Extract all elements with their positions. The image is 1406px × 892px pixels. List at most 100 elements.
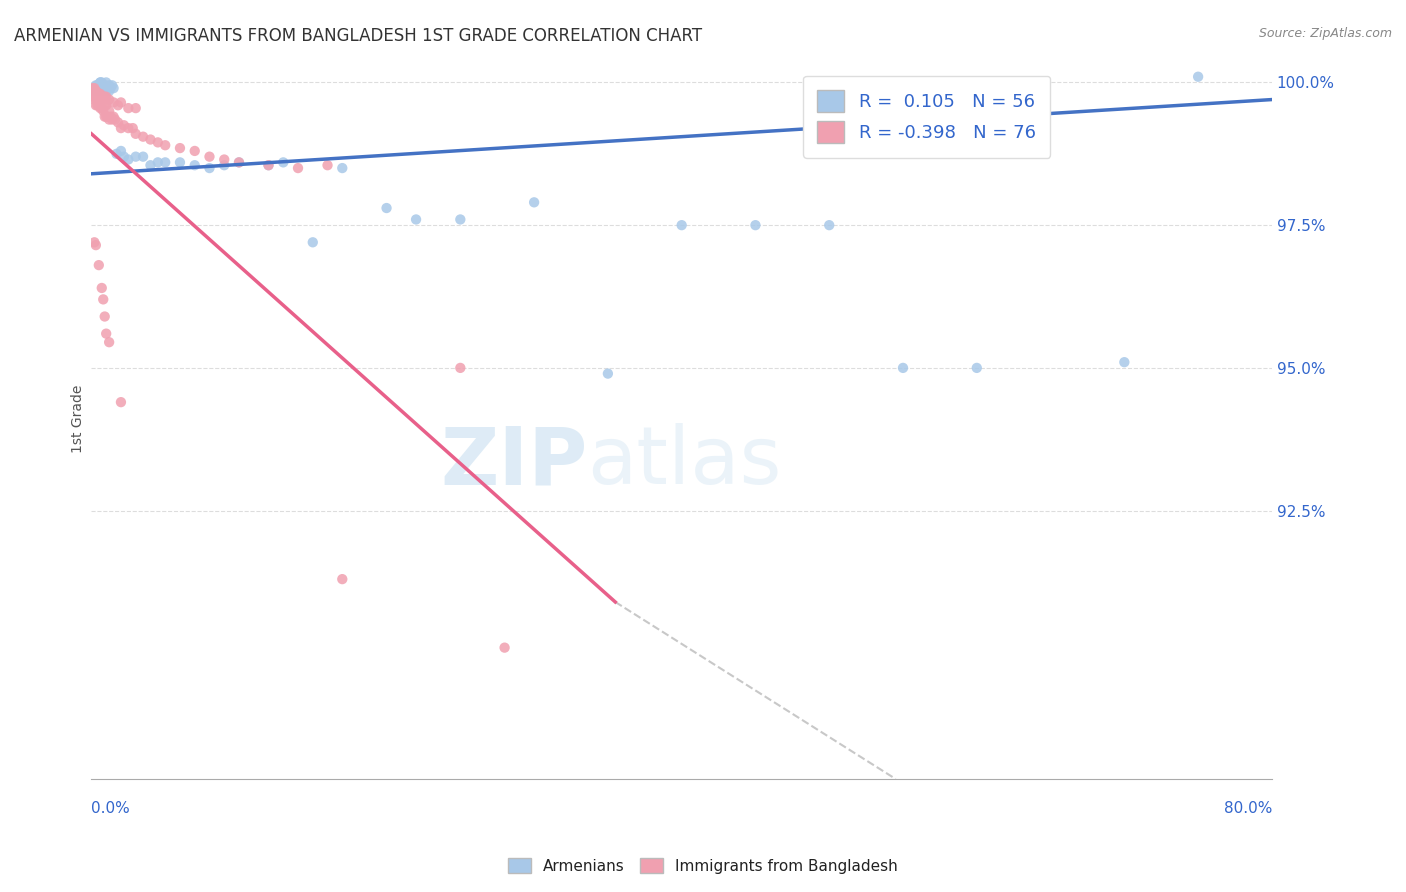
Point [110, 395, 132, 409]
Point [83, 81, 105, 95]
Point [139, 158, 162, 172]
Point [84, 238, 107, 252]
Point [139, 132, 162, 146]
Point [103, 95, 125, 110]
Point [87, 87, 110, 101]
Point [301, 235, 323, 250]
Point [98, 93, 121, 107]
Point [84, 84, 107, 98]
Legend: Armenians, Immigrants from Bangladesh: Armenians, Immigrants from Bangladesh [502, 852, 904, 880]
Point [86, 81, 108, 95]
Point [596, 367, 619, 381]
Point [117, 101, 139, 115]
Point [316, 158, 339, 172]
Point [89, 75, 111, 89]
Text: 0.0%: 0.0% [91, 800, 131, 815]
Point [96, 98, 118, 112]
Point [89, 101, 111, 115]
Point [100, 81, 122, 95]
Point [98, 84, 121, 98]
Point [98, 103, 121, 118]
Legend: R =  0.105   N = 56, R = -0.398   N = 76: R = 0.105 N = 56, R = -0.398 N = 76 [803, 76, 1050, 158]
Point [146, 155, 169, 169]
Point [86, 87, 108, 101]
Point [375, 201, 398, 215]
Point [91, 103, 114, 118]
Point [103, 81, 125, 95]
Point [87, 98, 110, 112]
Point [228, 155, 250, 169]
Point [112, 150, 135, 164]
Point [96, 89, 118, 103]
Point [257, 158, 280, 172]
Point [86, 87, 108, 101]
Point [449, 212, 471, 227]
Point [93, 89, 115, 103]
Point [117, 121, 139, 136]
Point [330, 161, 353, 175]
Point [212, 153, 235, 167]
Point [90, 81, 112, 95]
Point [132, 150, 155, 164]
Point [121, 121, 143, 136]
Point [110, 144, 132, 158]
Text: Source: ZipAtlas.com: Source: ZipAtlas.com [1258, 27, 1392, 40]
Point [93, 98, 115, 112]
Point [271, 155, 294, 169]
Point [169, 155, 191, 169]
Point [449, 360, 471, 375]
Point [91, 89, 114, 103]
Point [257, 158, 280, 172]
Point [90, 75, 112, 89]
Point [93, 78, 115, 93]
Point [91, 293, 114, 307]
Point [891, 360, 914, 375]
Point [91, 81, 114, 95]
Point [82, 81, 104, 95]
Point [90, 89, 112, 103]
Point [146, 136, 169, 150]
Point [132, 129, 155, 144]
Text: 80.0%: 80.0% [1223, 800, 1272, 815]
Point [183, 158, 205, 172]
Point [198, 150, 221, 164]
Point [1187, 70, 1209, 84]
Y-axis label: 1st Grade: 1st Grade [72, 385, 86, 453]
Point [82, 89, 104, 103]
Point [89, 75, 111, 89]
Point [818, 218, 841, 232]
Point [93, 81, 115, 95]
Point [112, 118, 135, 132]
Point [96, 75, 118, 89]
Text: ARMENIAN VS IMMIGRANTS FROM BANGLADESH 1ST GRADE CORRELATION CHART: ARMENIAN VS IMMIGRANTS FROM BANGLADESH 1… [14, 27, 702, 45]
Point [744, 218, 766, 232]
Point [83, 235, 105, 250]
Point [100, 110, 122, 124]
Point [89, 89, 111, 103]
Point [83, 84, 105, 98]
Point [93, 110, 115, 124]
Point [90, 93, 112, 107]
Point [155, 155, 177, 169]
Point [105, 146, 128, 161]
Point [966, 360, 988, 375]
Point [83, 81, 105, 95]
Point [1114, 355, 1136, 369]
Point [125, 150, 148, 164]
Point [110, 121, 132, 136]
Point [83, 93, 105, 107]
Point [84, 98, 107, 112]
Point [84, 84, 107, 98]
Point [98, 78, 121, 93]
Point [103, 110, 125, 124]
Point [107, 98, 129, 112]
Point [91, 78, 114, 93]
Text: atlas: atlas [588, 424, 782, 501]
Point [96, 84, 118, 98]
Point [330, 572, 353, 586]
Point [155, 138, 177, 153]
Point [96, 326, 118, 341]
Point [125, 101, 148, 115]
Point [87, 258, 110, 272]
Point [87, 84, 110, 98]
